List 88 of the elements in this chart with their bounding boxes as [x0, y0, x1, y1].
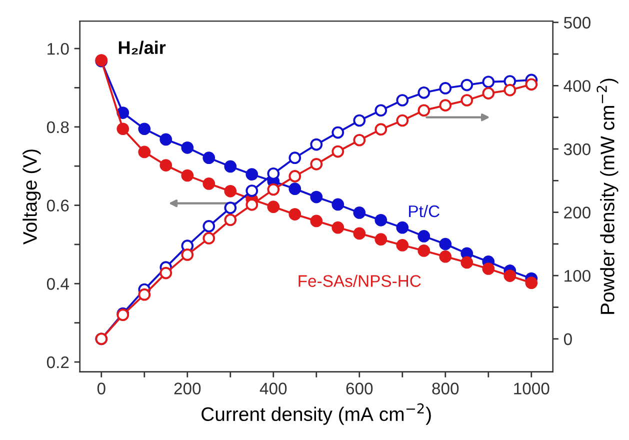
y-tick-label: 1.0 — [48, 42, 69, 55]
point — [310, 190, 323, 204]
point — [374, 123, 388, 136]
point — [353, 134, 366, 146]
point — [288, 170, 302, 182]
point — [504, 270, 516, 282]
point — [267, 200, 280, 214]
series-label: Fe-SAs/NPS-HC — [298, 274, 421, 287]
point — [138, 122, 151, 136]
point — [439, 238, 452, 250]
point — [374, 233, 388, 246]
point — [202, 232, 216, 244]
point — [224, 160, 237, 173]
point — [202, 178, 216, 190]
x-tick-label: 0 — [97, 382, 106, 394]
point — [310, 158, 323, 170]
point — [332, 221, 344, 234]
point — [374, 104, 388, 117]
series-label: Pt/C — [409, 204, 440, 218]
point — [288, 182, 302, 196]
y2-tick-label: 500 — [564, 16, 590, 29]
point — [181, 141, 194, 154]
point — [353, 206, 366, 219]
point — [396, 94, 409, 106]
point — [482, 87, 495, 100]
y-axis-title: Voltage (V) — [22, 150, 41, 244]
point — [332, 126, 344, 139]
point — [288, 208, 302, 220]
point — [504, 84, 516, 96]
point — [160, 266, 172, 280]
point — [439, 82, 452, 94]
point — [310, 138, 323, 151]
point — [224, 184, 237, 198]
point — [181, 169, 194, 182]
point — [332, 198, 344, 211]
point — [396, 114, 409, 127]
y2-tick-label: 100 — [564, 270, 590, 282]
point — [288, 152, 302, 164]
point — [202, 152, 216, 164]
point — [482, 76, 495, 88]
point — [418, 244, 430, 257]
x-tick-label: 800 — [432, 382, 459, 394]
point — [374, 214, 388, 226]
point — [116, 106, 130, 119]
point — [396, 239, 409, 252]
y2-tick-label: 300 — [564, 143, 590, 156]
y2-tick-label: 200 — [564, 206, 590, 218]
point — [439, 99, 452, 112]
point — [353, 114, 366, 127]
point — [460, 78, 474, 92]
point — [160, 133, 172, 146]
point — [525, 78, 538, 91]
point — [332, 145, 344, 158]
point — [525, 276, 538, 290]
y-tick-label: 0.2 — [46, 356, 69, 368]
point — [246, 168, 258, 181]
y2-tick-label: 400 — [564, 80, 590, 92]
point — [418, 86, 430, 99]
x-tick-label: 1000 — [514, 382, 550, 394]
point — [138, 288, 151, 301]
y-tick-label: 0.8 — [46, 121, 69, 134]
point — [418, 230, 430, 242]
x-tick-label: 600 — [346, 382, 373, 394]
x-tick-label: 200 — [174, 382, 201, 394]
point — [460, 256, 474, 269]
point — [396, 221, 409, 234]
point — [418, 104, 430, 117]
point — [160, 159, 172, 172]
point — [482, 262, 495, 275]
annotation: H₂/air — [118, 40, 166, 54]
point — [202, 220, 216, 232]
y2-axis-title: Powder density (mW cm$^{−2}$) — [596, 78, 618, 314]
point — [310, 214, 323, 228]
point — [138, 146, 151, 158]
x-tick-label: 400 — [260, 382, 287, 394]
y2-tick-label: 0 — [564, 333, 572, 346]
point — [224, 214, 237, 226]
y-tick-label: 0.4 — [46, 278, 69, 290]
x-axis-title: Current density (mA cm$^{−2}$) — [202, 403, 431, 425]
point — [181, 248, 194, 261]
point — [267, 183, 280, 196]
point — [224, 202, 237, 214]
y-tick-label: 0.6 — [46, 200, 69, 212]
point — [353, 227, 366, 240]
point — [460, 94, 474, 106]
point — [246, 184, 258, 197]
point — [116, 122, 130, 136]
point — [439, 250, 452, 263]
